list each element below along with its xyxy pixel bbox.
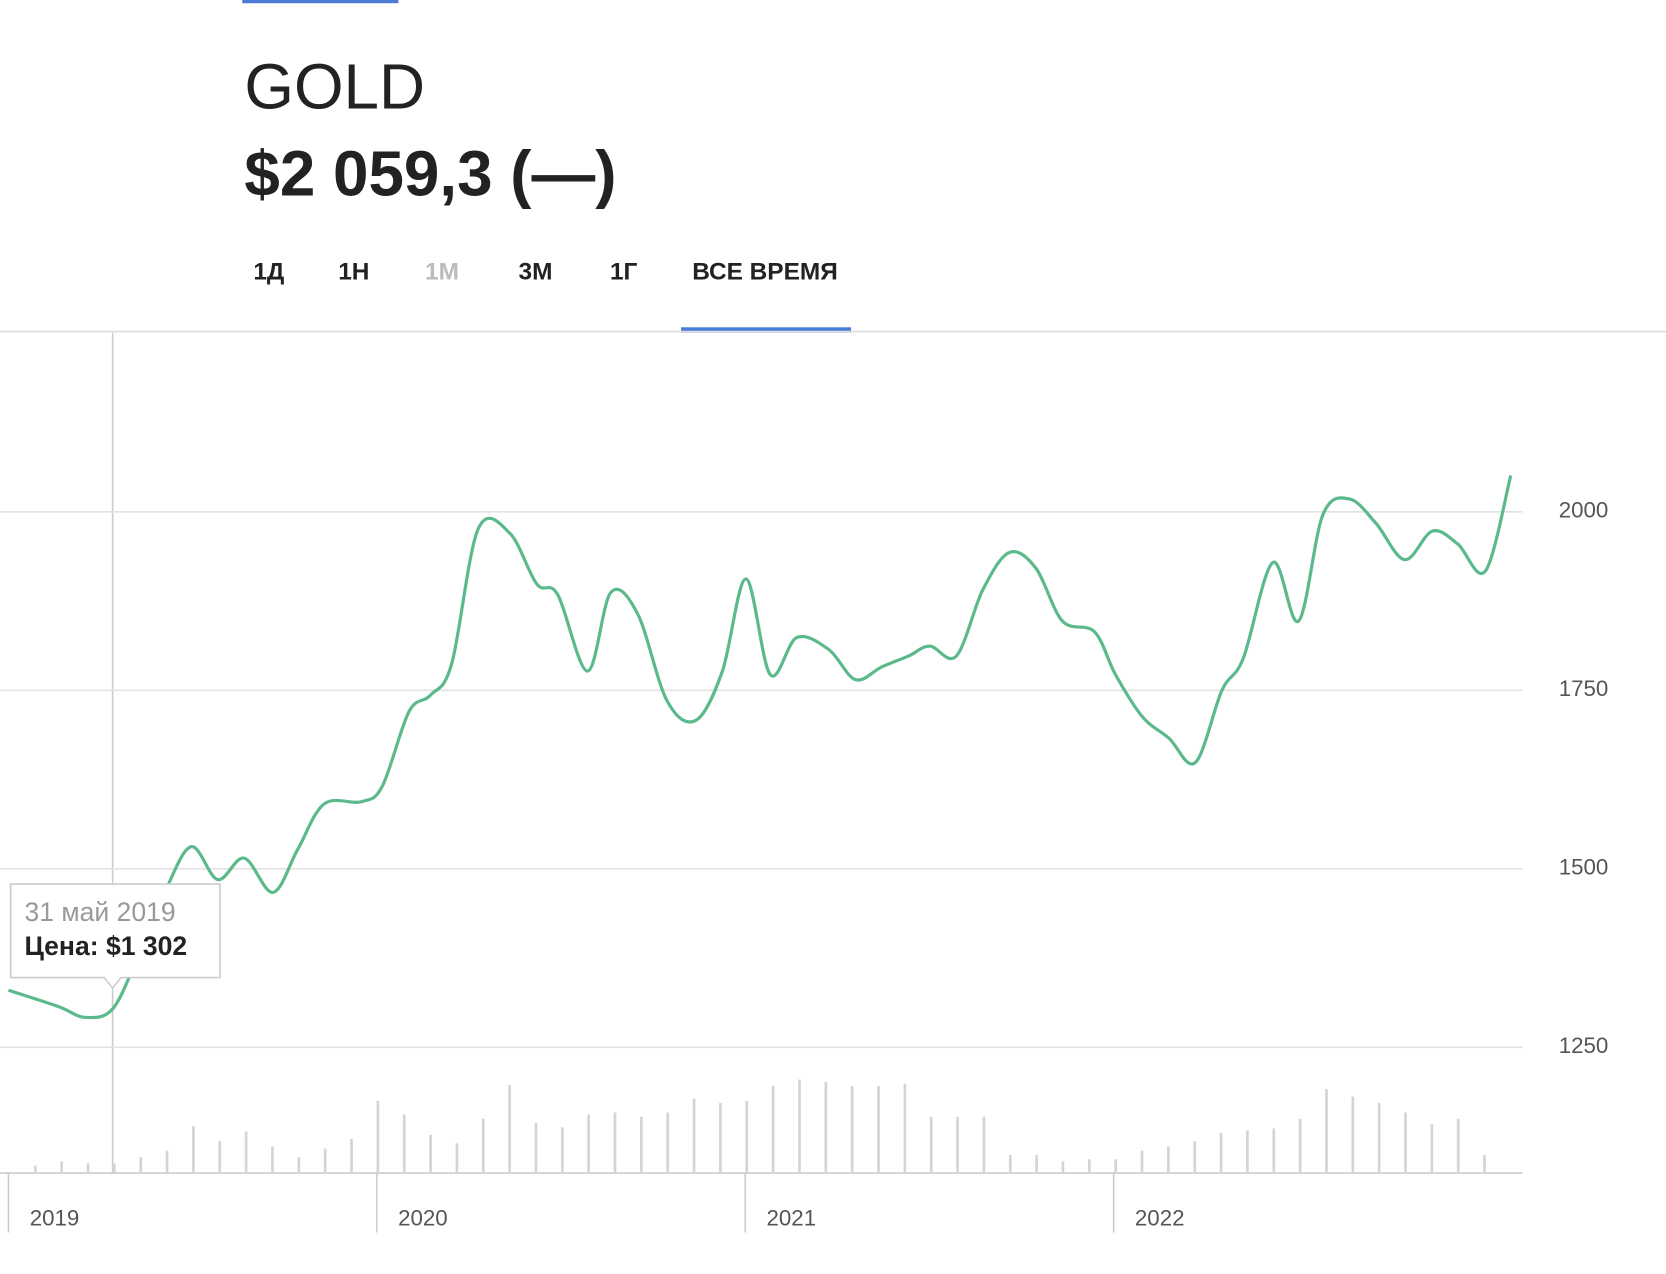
x-tick-label: 2020 xyxy=(398,1206,448,1231)
volume-bar xyxy=(297,1157,301,1174)
volume-bar xyxy=(561,1127,564,1174)
volume-bar xyxy=(956,1116,959,1174)
volume-bar xyxy=(323,1148,327,1174)
volume-bar xyxy=(666,1112,670,1174)
volume-bar xyxy=(139,1157,143,1174)
x-tick-label: 2021 xyxy=(767,1206,817,1231)
volume-bar xyxy=(1193,1141,1197,1174)
y-tick-label: 1500 xyxy=(1559,855,1609,880)
top-indicator xyxy=(242,0,399,4)
volume-bar xyxy=(982,1116,986,1174)
volume-bar xyxy=(719,1102,722,1174)
volume-bar xyxy=(692,1098,696,1174)
volume-bar xyxy=(640,1116,643,1174)
tab[interactable]: 1Г xyxy=(610,259,638,286)
tooltip-date: 31 май 2019 xyxy=(24,897,175,927)
volume-bar xyxy=(192,1126,195,1174)
volume-bar xyxy=(1483,1154,1486,1174)
volume-bar xyxy=(1298,1118,1302,1174)
volume-bar xyxy=(929,1116,933,1174)
volume-bar xyxy=(613,1112,617,1174)
tooltip-price: Цена: $1 302 xyxy=(24,931,187,961)
tooltip-value: $1 302 xyxy=(106,931,187,961)
volume-bar xyxy=(1140,1150,1144,1174)
volume-bar xyxy=(745,1100,749,1174)
tabs: 1Д 1Н 1М 3М 1Г ВСЕ ВРЕМЯ xyxy=(253,259,837,286)
volume-bar xyxy=(1114,1159,1118,1174)
y-tick-label: 1250 xyxy=(1559,1033,1609,1058)
volume-bar xyxy=(34,1165,37,1174)
volume-bar xyxy=(86,1163,90,1174)
y-tick-label: 2000 xyxy=(1559,498,1609,523)
volume-bar xyxy=(60,1161,64,1174)
tab[interactable]: ВСЕ ВРЕМЯ xyxy=(692,259,838,286)
active-tab-underline xyxy=(681,327,852,333)
x-tick-label: 2019 xyxy=(30,1206,80,1231)
volume-bar xyxy=(350,1139,353,1174)
volume-bar xyxy=(376,1100,380,1174)
volume-bar xyxy=(402,1114,406,1174)
tab[interactable]: 3М xyxy=(519,259,553,286)
volume-bar xyxy=(534,1123,538,1174)
volume-bar xyxy=(1456,1118,1460,1174)
volume-bar xyxy=(1325,1089,1328,1174)
title: GOLD xyxy=(244,50,425,122)
volume-bar xyxy=(1430,1124,1434,1174)
volume-bar xyxy=(824,1081,828,1174)
tab[interactable]: 1М xyxy=(425,259,459,286)
volume-bar xyxy=(244,1131,248,1174)
volume-bar xyxy=(481,1118,485,1174)
volume-bar xyxy=(1167,1146,1170,1174)
volume-bar xyxy=(508,1084,511,1174)
volume-bar xyxy=(1061,1161,1065,1174)
price-line xyxy=(7,474,1513,1020)
tab[interactable]: 1Н xyxy=(338,259,369,286)
volume-bar xyxy=(1272,1128,1276,1174)
volume-bar xyxy=(113,1163,116,1174)
volume-bar xyxy=(455,1143,459,1174)
volume-bar xyxy=(798,1079,801,1174)
volume-bar xyxy=(1035,1154,1038,1174)
volume-bar xyxy=(903,1083,907,1174)
volume-bar xyxy=(271,1146,274,1174)
volume-bar xyxy=(1246,1130,1249,1174)
volume-bar xyxy=(1219,1132,1223,1174)
volume-bar xyxy=(218,1141,222,1174)
y-tick-label: 1750 xyxy=(1559,676,1609,701)
plot: 1250 1500 1750 2000 2019 2020 2021 2022 xyxy=(0,474,1609,1233)
tab[interactable]: 1Д xyxy=(253,259,284,286)
volume-bar xyxy=(165,1150,169,1174)
volume-bar xyxy=(877,1085,880,1174)
volume-bar xyxy=(850,1085,854,1174)
volume-bar xyxy=(1377,1102,1381,1174)
volume-bar xyxy=(1351,1096,1355,1174)
tooltip-label: Цена: xyxy=(24,931,98,961)
volume-bar xyxy=(771,1085,775,1174)
volume-bar xyxy=(429,1134,432,1174)
volume-bar xyxy=(1404,1112,1407,1174)
price: $2 059,3 (—) xyxy=(244,137,616,209)
tooltip-box xyxy=(9,883,221,990)
tooltip: 31 май 2019 Цена: $1 302 xyxy=(9,883,221,990)
volume-bar xyxy=(1088,1159,1091,1174)
x-tick-label: 2022 xyxy=(1135,1206,1185,1231)
volume-bar xyxy=(587,1114,591,1174)
volume-bar xyxy=(1008,1154,1012,1174)
